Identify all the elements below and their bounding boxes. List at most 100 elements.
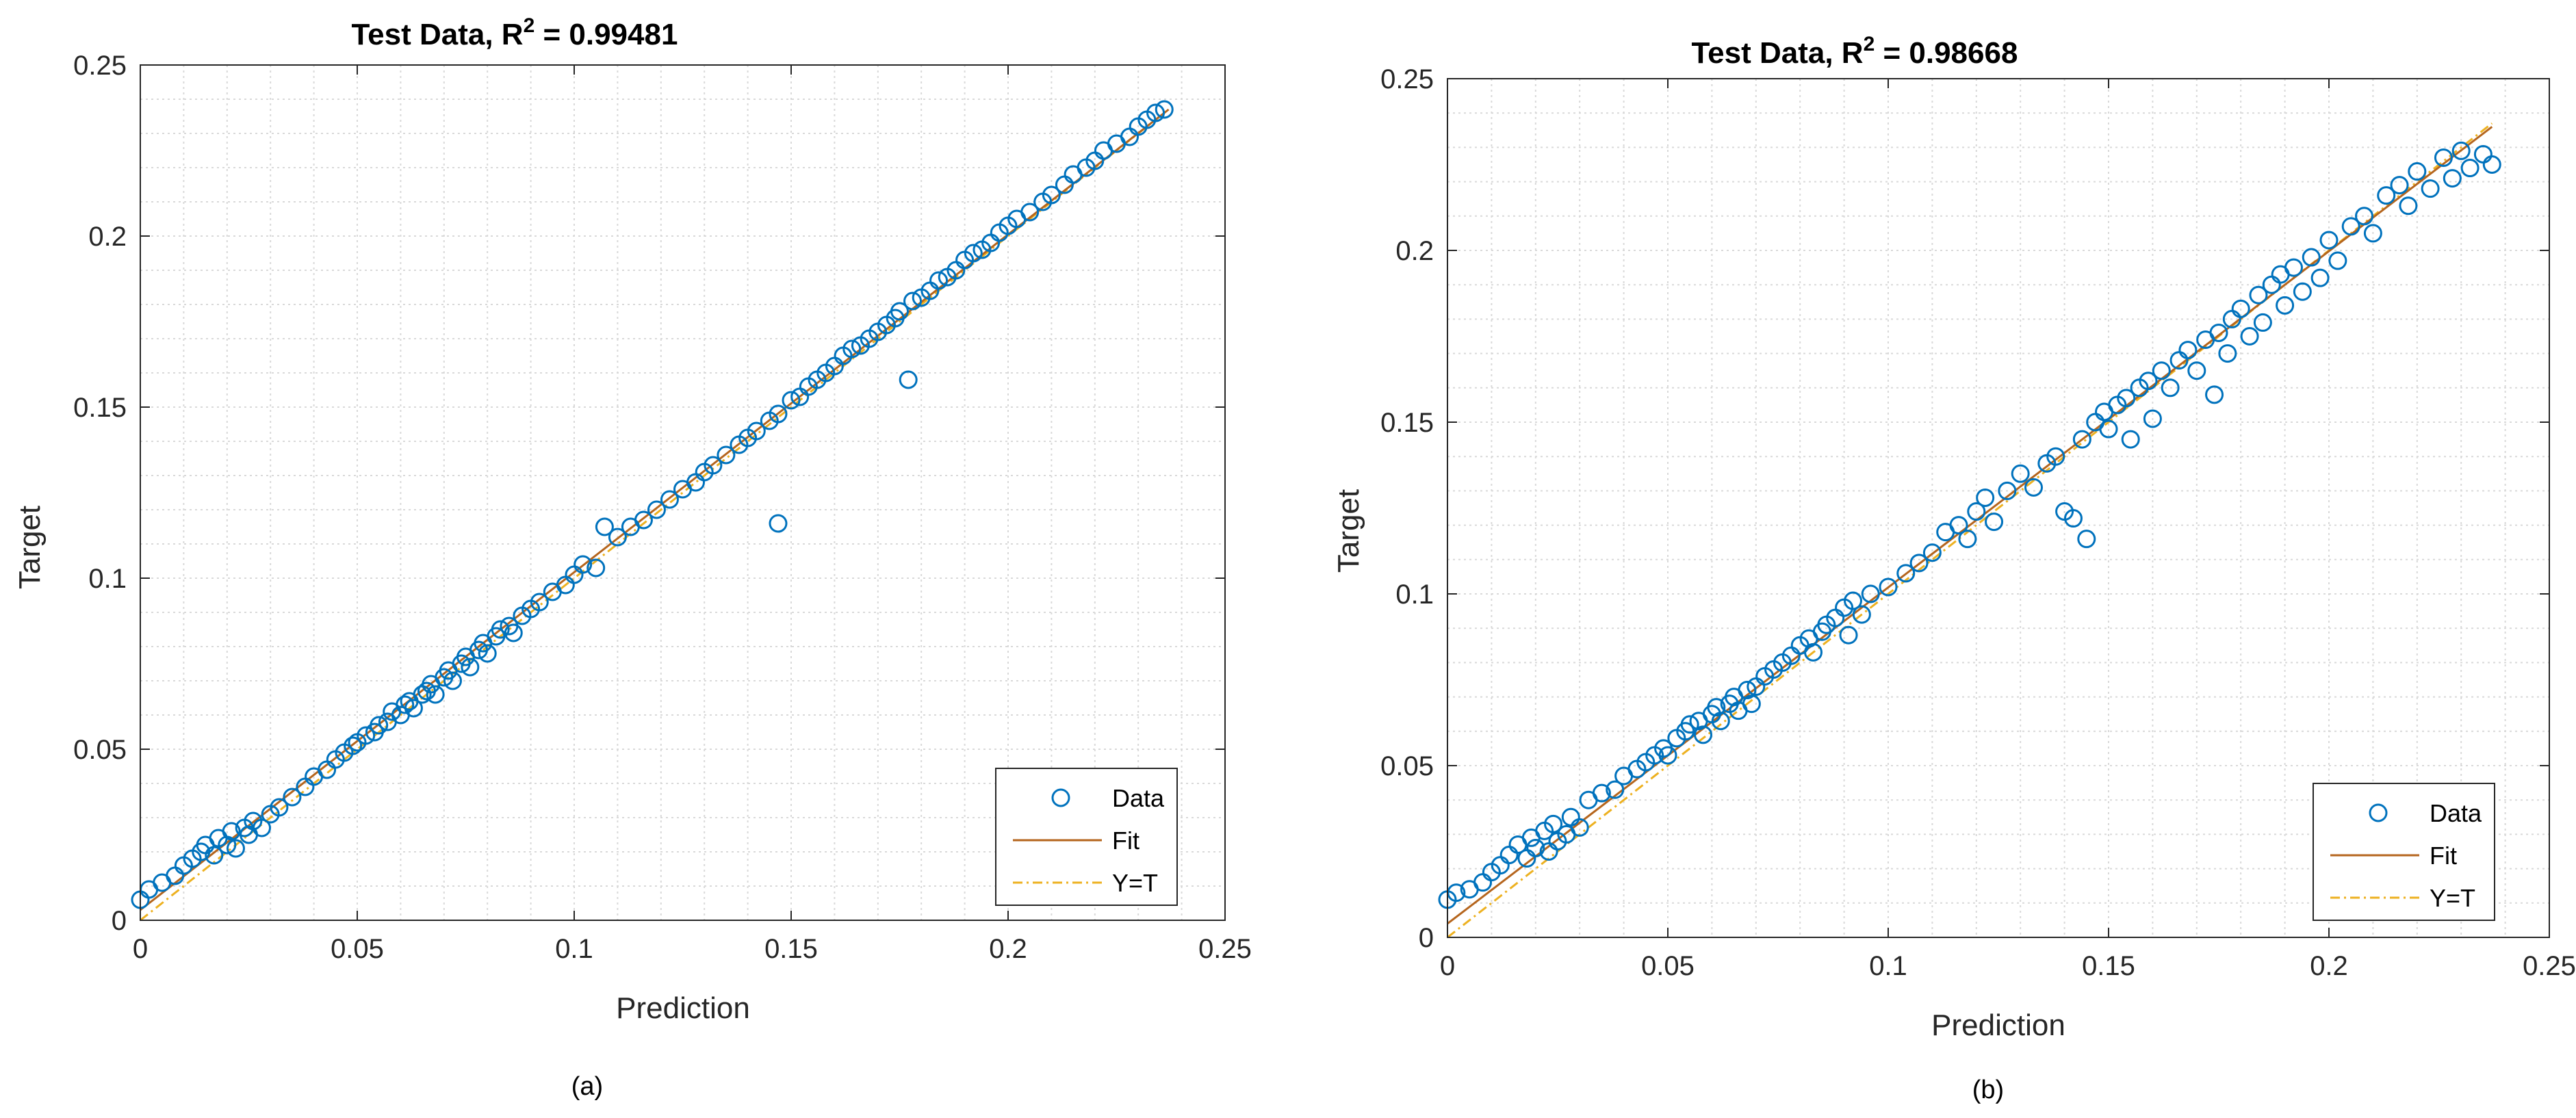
- panel-b-y-tick-label: 0.05: [1380, 751, 1434, 781]
- panel-b-data-point: [1473, 873, 1493, 892]
- panel-a-data-point: [166, 866, 185, 885]
- panel-a-data-points: [131, 100, 1174, 909]
- panel-b-data-point: [1804, 642, 1823, 662]
- panel-a-data-point: [634, 510, 653, 530]
- panel-b-data-point: [2293, 282, 2312, 301]
- panel-b-data-point: [2099, 419, 2118, 439]
- panel-a-data-point: [782, 391, 801, 410]
- panel-a-data-point: [370, 716, 389, 735]
- panel-b-data-point: [2072, 430, 2091, 449]
- panel-a-y-tick-label: 0.2: [88, 222, 127, 252]
- panel-a-data-point: [1146, 103, 1165, 122]
- panel-a-x-tick-label: 0.25: [1198, 934, 1252, 964]
- panel-b-data-point: [2205, 385, 2224, 404]
- panel-b-data-point: [2473, 144, 2493, 164]
- panel-a-data-point: [205, 846, 224, 865]
- panel-a-data-point: [964, 244, 983, 263]
- panel-a-y-tick-label: 0.25: [73, 51, 127, 81]
- panel-a-data-point: [647, 500, 666, 519]
- panel-b-data-point: [1998, 481, 2017, 500]
- panel-b-legend-fit-label: Fit: [2430, 842, 2457, 870]
- panel-a-data-point: [504, 623, 523, 642]
- panel-a-data-point: [608, 528, 627, 547]
- panel-a-legend-yt-label: Y=T: [1112, 869, 1158, 897]
- panel-b-fit-layer: [1447, 126, 2493, 925]
- panel-b-data-point: [2377, 186, 2396, 205]
- panel-b-data-point: [1896, 564, 1916, 583]
- panel-b-data-point: [2355, 207, 2374, 226]
- panel-b-data-point: [1839, 625, 1858, 645]
- panel-a-data-point: [747, 421, 766, 441]
- panel-a-axes-box: [140, 64, 1226, 921]
- panel-b-data-point: [2262, 275, 2281, 294]
- panel-a-data-point: [478, 644, 497, 663]
- panel-b-data-point: [2363, 224, 2382, 243]
- panel-b-data-point: [2276, 296, 2295, 315]
- panel-a-data-point: [253, 818, 272, 837]
- panel-a-x-tick-label: 0.2: [989, 934, 1027, 964]
- panel-a-data-point: [717, 445, 736, 465]
- panel-b-data-point: [2319, 231, 2339, 250]
- panel-b-data-point: [1922, 543, 1942, 562]
- panel-a-x-tick-label: 0.15: [764, 934, 818, 964]
- panel-b-data-point: [1967, 502, 1986, 521]
- panel-a-x-label: Prediction: [616, 991, 750, 1025]
- panel-a-data-point: [1120, 127, 1139, 146]
- panel-a: Test Data, R2 = 0.99481 0 0.05 0.1 0.15 0.2 0…: [13, 14, 1252, 1101]
- panel-a-data-point: [704, 456, 723, 475]
- panel-b-data-point: [2408, 162, 2427, 181]
- panel-a-y-label: Target: [13, 506, 47, 589]
- panel-a-data-point: [769, 514, 788, 533]
- panel-b-x-ticks: 0 0.05 0.1 0.15 0.2 0.25: [1440, 79, 2576, 981]
- panel-a-data-point: [587, 558, 606, 577]
- panel-b-x-tick-label: 0.2: [2310, 951, 2348, 981]
- panel-b-data-point: [2240, 327, 2259, 346]
- panel-a-data-point: [890, 302, 909, 321]
- panel-b-y-tick-label: 0.25: [1380, 64, 1434, 94]
- panel-b-data-point: [2302, 248, 2321, 267]
- panel-a-data-point: [842, 339, 862, 359]
- panel-b-data-point: [2161, 378, 2180, 398]
- panel-a-data-point: [404, 699, 423, 718]
- panel-a-data-point: [357, 726, 376, 745]
- panel-a-data-point: [1155, 100, 1174, 119]
- panel-b-data-point: [1526, 838, 1545, 857]
- panel-a-data-point: [929, 271, 949, 290]
- panel-a-fit-line: [140, 108, 1170, 911]
- panel-b-data-point: [1976, 488, 1995, 507]
- panel-a-data-point: [443, 671, 462, 690]
- panel-b-data-point: [2328, 251, 2347, 270]
- panel-a-data-point: [344, 736, 363, 755]
- panel-b-data-point: [2253, 313, 2272, 332]
- panel-b-data-point: [1742, 694, 1761, 714]
- panel-b-y-tick-label: 0: [1419, 923, 1434, 953]
- panel-b-fit-line: [1447, 126, 2493, 925]
- panel-b-legend-yt-label: Y=T: [2430, 884, 2475, 912]
- panel-b-data-point: [2046, 447, 2065, 466]
- panel-b-data-point: [2178, 341, 2198, 360]
- panel-b-data-point: [2310, 268, 2330, 287]
- panel-a-data-point: [574, 555, 593, 574]
- panel-b-data-point: [1694, 725, 1713, 744]
- panel-a-data-point: [899, 370, 918, 389]
- panel-b-data-point: [2024, 478, 2044, 497]
- panel-a-data-point: [270, 798, 289, 817]
- panel-b-data-point: [2139, 372, 2158, 391]
- panel-b-y-label: Target: [1332, 489, 1365, 573]
- panel-b-data-point: [2249, 285, 2268, 304]
- panel-b-data-point: [1570, 818, 1589, 837]
- panel-b-data-point: [2152, 361, 2171, 380]
- panel-b-y-ticks: 0 0.05 0.1 0.15 0.2 0.25: [1380, 64, 2549, 953]
- panel-a-data-point: [222, 822, 241, 841]
- panel-a-data-point: [226, 839, 245, 858]
- panel-b-data-point: [2117, 389, 2136, 408]
- panel-b-y-tick-label: 0.15: [1380, 408, 1434, 438]
- panel-b-legend-data-marker: [2369, 803, 2388, 822]
- panel-b-data-point: [2399, 196, 2418, 216]
- panel-b-data-point: [1592, 783, 1611, 803]
- panel-b-data-point: [2218, 344, 2237, 363]
- panel-b-title: Test Data, R2 = 0.98668: [1692, 33, 2018, 70]
- panel-b-data-point: [2451, 141, 2471, 160]
- panel-b-data-point: [1561, 807, 1580, 827]
